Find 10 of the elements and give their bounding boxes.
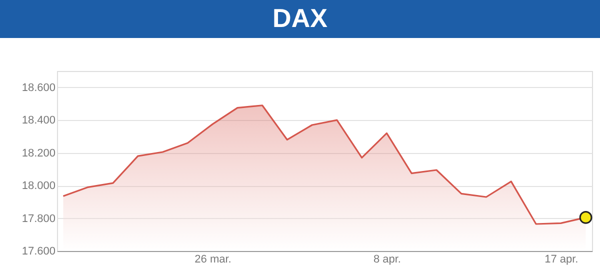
chart-title: DAX xyxy=(272,3,328,33)
y-tick-label: 18.200 xyxy=(22,147,56,160)
y-tick-label: 17.600 xyxy=(22,246,56,258)
x-tick-label: 17 apr. xyxy=(544,254,578,266)
x-tick-label: 26 mar. xyxy=(194,254,232,266)
y-tick-label: 18.000 xyxy=(22,180,56,192)
y-tick-label: 18.600 xyxy=(22,82,56,94)
x-tick-label: 8 apr. xyxy=(373,254,401,266)
y-tick-label: 18.400 xyxy=(22,114,56,127)
y-tick-label: 17.800 xyxy=(22,212,56,225)
